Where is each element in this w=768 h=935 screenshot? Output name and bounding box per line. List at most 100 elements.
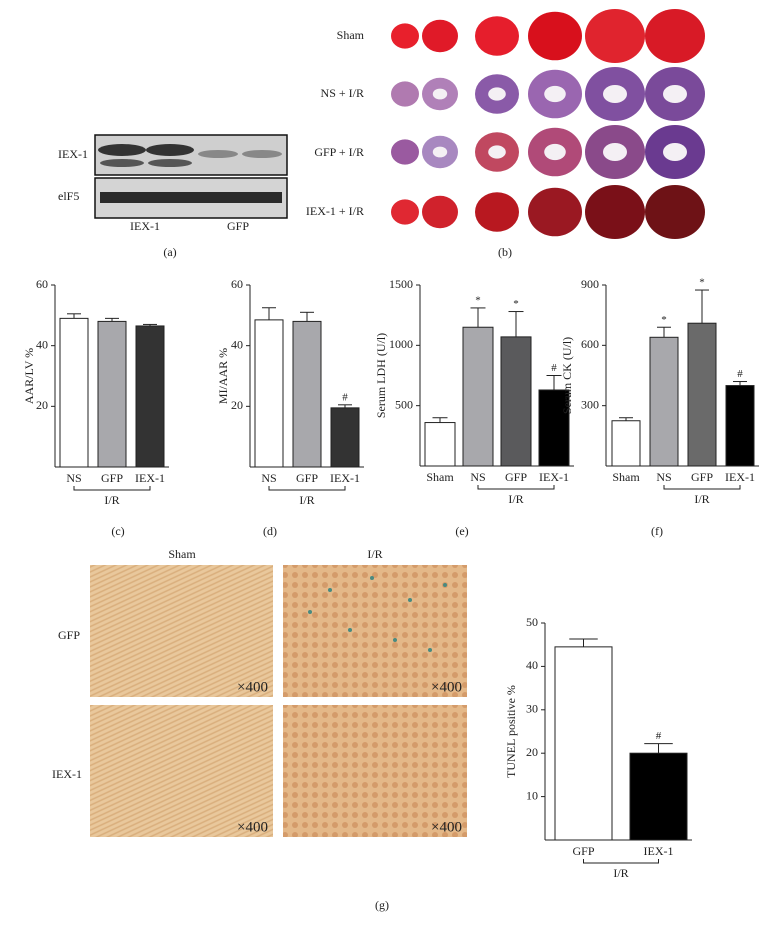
bar — [330, 407, 360, 468]
x-tick-label: GFP — [691, 470, 713, 484]
bar — [687, 322, 717, 467]
heart-lumen — [603, 85, 627, 103]
heart-lumen — [544, 143, 566, 161]
significance-mark: * — [475, 294, 481, 306]
heart-row-label: Sham — [337, 28, 365, 42]
error-bar — [432, 417, 448, 423]
x-tick-label: Sham — [612, 470, 640, 484]
x-tick-label: IEX-1 — [725, 470, 755, 484]
bar — [462, 326, 494, 467]
heart-slice — [422, 195, 458, 229]
x-tick-label: GFP — [296, 471, 318, 485]
bar — [649, 336, 679, 467]
panel-label: (c) — [111, 524, 124, 538]
y-axis-label: Serum LDH (U/l) — [374, 333, 388, 418]
error-bar — [695, 289, 709, 324]
bar — [629, 752, 688, 841]
significance-mark: # — [737, 368, 743, 380]
heart-slice — [645, 185, 705, 239]
x-tick-label: Sham — [426, 470, 454, 484]
group-label: I/R — [508, 492, 523, 506]
row-label: GFP — [58, 628, 80, 642]
y-axis-label: MI/AAR % — [216, 348, 230, 404]
x-tick-label: IEX-1 — [135, 471, 165, 485]
heart-lumen — [544, 85, 566, 103]
bar — [725, 385, 755, 467]
panel-label: (a) — [163, 245, 176, 259]
column-label: Sham — [168, 547, 196, 561]
significance-mark: # — [551, 362, 557, 374]
heart-lumen — [432, 146, 448, 158]
y-tick-label: 20 — [36, 398, 48, 412]
bar — [611, 420, 641, 467]
error-bar — [657, 326, 671, 338]
heart-lumen — [663, 143, 687, 161]
heart-slice — [391, 81, 419, 107]
y-tick-label: 300 — [581, 397, 599, 411]
error-bar — [733, 381, 747, 386]
blot-row-label: elF5 — [58, 189, 79, 203]
x-tick-label: NS — [656, 470, 671, 484]
significance-mark: # — [342, 391, 348, 403]
y-tick-label: 40 — [526, 658, 538, 672]
error-bar — [644, 743, 673, 754]
group-label: I/R — [613, 866, 628, 880]
x-tick-label: GFP — [101, 471, 123, 485]
y-tick-label: 900 — [581, 277, 599, 291]
panel-label: (f) — [651, 524, 663, 538]
x-tick-label: NS — [66, 471, 81, 485]
y-tick-label: 10 — [526, 788, 538, 802]
group-label: I/R — [694, 492, 709, 506]
heart-slice — [391, 139, 419, 165]
group-bracket — [268, 486, 346, 491]
x-tick-label: NS — [261, 471, 276, 485]
heart-slices — [391, 9, 705, 239]
error-bar — [338, 404, 352, 408]
y-tick-label: 20 — [526, 745, 538, 759]
magnification: ×400 — [237, 819, 268, 835]
y-tick-label: 1000 — [389, 337, 413, 351]
heart-slice — [475, 16, 519, 56]
y-tick-label: 60 — [36, 277, 48, 291]
heart-slice — [528, 187, 582, 237]
bar — [554, 646, 613, 841]
x-tick-label: IEX-1 — [539, 470, 569, 484]
heart-row-label: NS + I/R — [321, 86, 364, 100]
y-tick-label: 60 — [231, 277, 243, 291]
magnification: ×400 — [237, 679, 268, 695]
y-tick-label: 40 — [36, 337, 48, 351]
error-bar — [143, 323, 157, 326]
x-tick-label: IEX-1 — [330, 471, 360, 485]
bar — [135, 325, 165, 468]
y-tick-label: 500 — [395, 397, 413, 411]
bar — [292, 320, 322, 468]
error-bar — [619, 417, 633, 421]
heart-slice — [475, 192, 519, 232]
bar — [254, 319, 284, 468]
blot-lane-label: GFP — [227, 219, 249, 233]
significance-mark: * — [513, 298, 519, 310]
x-tick-label: IEX-1 — [644, 844, 674, 858]
significance-mark: * — [661, 314, 667, 326]
row-label: IEX-1 — [52, 767, 82, 781]
y-tick-label: 30 — [526, 702, 538, 716]
heart-slice — [645, 9, 705, 63]
y-tick-label: 600 — [581, 337, 599, 351]
heart-lumen — [663, 85, 687, 103]
heart-slice — [528, 11, 582, 61]
heart-row-label: GFP + I/R — [314, 145, 364, 159]
column-label: I/R — [367, 547, 382, 561]
error-bar — [67, 313, 81, 319]
group-bracket — [73, 486, 151, 491]
bar — [538, 389, 570, 467]
heart-slice — [585, 185, 645, 239]
y-tick-label: 50 — [526, 615, 538, 629]
magnification: ×400 — [431, 819, 462, 835]
heart-lumen — [488, 87, 506, 101]
y-tick-label: 40 — [231, 337, 243, 351]
group-label: I/R — [104, 493, 119, 507]
heart-row-label: IEX-1 + I/R — [306, 204, 364, 218]
group-bracket — [663, 485, 741, 490]
error-bar — [300, 311, 314, 322]
